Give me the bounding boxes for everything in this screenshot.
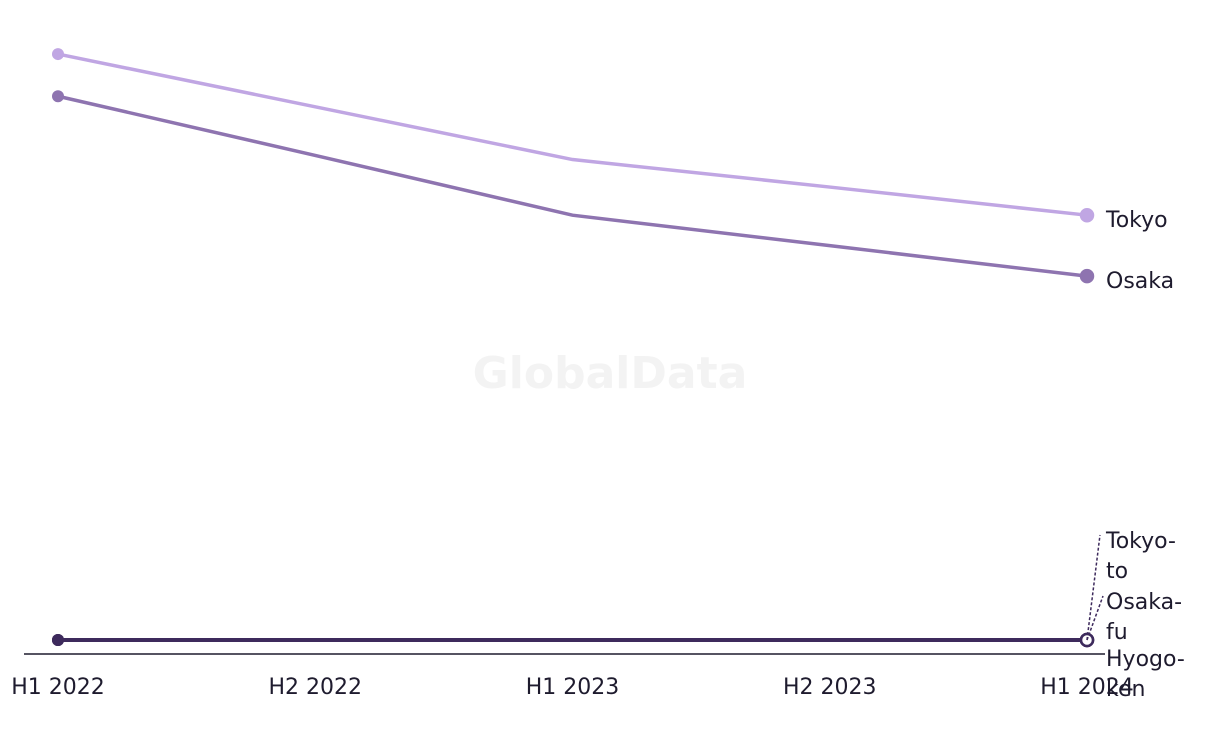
x-tick-label: H1 2024 (1040, 675, 1134, 700)
point (52, 48, 64, 61)
legend-label: Osaka-fu (1106, 590, 1183, 645)
x-tick-label: H2 2023 (783, 675, 877, 700)
point (52, 90, 64, 103)
point (1079, 268, 1095, 284)
leader-line (1086, 534, 1101, 641)
series-line (57, 94, 1088, 278)
watermark: GlobalData (473, 348, 748, 399)
point (52, 634, 64, 646)
x-tick-label: H1 2023 (526, 675, 620, 700)
legend-label: Hyogo-ken (1106, 647, 1185, 702)
series-line (57, 52, 1088, 217)
x-tick-label: H1 2022 (11, 675, 105, 700)
point (1079, 207, 1095, 223)
x-tick-label: H2 2022 (268, 675, 362, 700)
legend-label: Tokyo-to (1106, 529, 1176, 584)
legend-label: Tokyo (1106, 208, 1168, 234)
leader-line (1086, 595, 1104, 641)
legend-label: Osaka (1106, 269, 1175, 295)
